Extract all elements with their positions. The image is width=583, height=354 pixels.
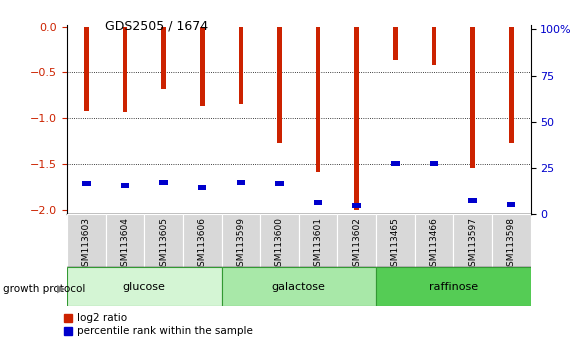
Text: GSM113466: GSM113466 bbox=[430, 217, 438, 272]
Bar bbox=[393, 27, 398, 61]
FancyBboxPatch shape bbox=[67, 214, 106, 267]
Text: GSM113602: GSM113602 bbox=[352, 217, 361, 272]
Text: GSM113599: GSM113599 bbox=[236, 217, 245, 272]
FancyBboxPatch shape bbox=[222, 267, 376, 306]
Text: GSM113600: GSM113600 bbox=[275, 217, 284, 272]
Text: GSM113604: GSM113604 bbox=[121, 217, 129, 272]
Bar bbox=[353, 204, 361, 209]
Bar bbox=[161, 27, 166, 89]
FancyBboxPatch shape bbox=[106, 214, 144, 267]
FancyBboxPatch shape bbox=[144, 214, 183, 267]
FancyBboxPatch shape bbox=[222, 214, 260, 267]
FancyBboxPatch shape bbox=[454, 214, 492, 267]
FancyBboxPatch shape bbox=[298, 214, 338, 267]
Bar bbox=[391, 161, 399, 166]
Text: GSM113606: GSM113606 bbox=[198, 217, 207, 272]
Bar bbox=[275, 182, 284, 187]
Bar bbox=[314, 200, 322, 205]
Text: GSM113598: GSM113598 bbox=[507, 217, 516, 272]
Bar bbox=[198, 185, 206, 190]
Bar bbox=[431, 27, 436, 65]
Bar bbox=[277, 27, 282, 143]
Bar bbox=[468, 198, 477, 203]
Text: GSM113465: GSM113465 bbox=[391, 217, 400, 272]
Text: GDS2505 / 1674: GDS2505 / 1674 bbox=[105, 19, 208, 33]
Text: galactose: galactose bbox=[272, 282, 326, 292]
Bar bbox=[237, 179, 245, 185]
Bar bbox=[354, 27, 359, 210]
Bar bbox=[507, 201, 515, 207]
Bar bbox=[84, 27, 89, 111]
Bar bbox=[316, 27, 321, 172]
Bar bbox=[470, 27, 475, 169]
Text: GSM113603: GSM113603 bbox=[82, 217, 91, 272]
FancyBboxPatch shape bbox=[376, 267, 531, 306]
FancyBboxPatch shape bbox=[338, 214, 376, 267]
Text: growth protocol: growth protocol bbox=[3, 284, 85, 293]
Legend: log2 ratio, percentile rank within the sample: log2 ratio, percentile rank within the s… bbox=[64, 313, 253, 336]
Bar bbox=[82, 182, 90, 187]
Bar bbox=[122, 27, 127, 112]
FancyBboxPatch shape bbox=[492, 214, 531, 267]
Text: glucose: glucose bbox=[123, 282, 166, 292]
Bar bbox=[159, 179, 168, 185]
Text: GSM113597: GSM113597 bbox=[468, 217, 477, 272]
Bar bbox=[121, 183, 129, 188]
FancyBboxPatch shape bbox=[183, 214, 222, 267]
Text: GSM113605: GSM113605 bbox=[159, 217, 168, 272]
Text: GSM113601: GSM113601 bbox=[314, 217, 322, 272]
Bar bbox=[509, 27, 514, 143]
FancyBboxPatch shape bbox=[67, 267, 222, 306]
FancyBboxPatch shape bbox=[376, 214, 415, 267]
Bar bbox=[200, 27, 205, 106]
Text: ▶: ▶ bbox=[57, 284, 66, 293]
FancyBboxPatch shape bbox=[415, 214, 454, 267]
Text: raffinose: raffinose bbox=[429, 282, 478, 292]
Bar bbox=[430, 161, 438, 166]
FancyBboxPatch shape bbox=[260, 214, 298, 267]
Bar bbox=[238, 27, 243, 104]
